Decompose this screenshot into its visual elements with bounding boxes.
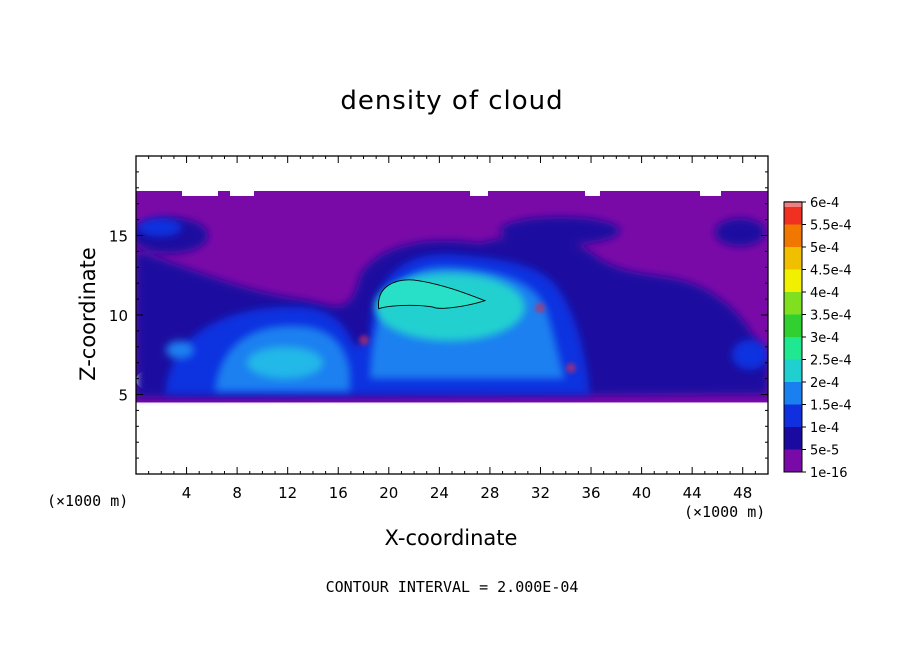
field-top-gap [585, 189, 600, 196]
y-tick-label: 5 [118, 387, 128, 405]
colorbar-label: 1e-4 [810, 421, 839, 436]
x-tick-label: 12 [278, 484, 297, 502]
x-tick-label: 48 [733, 484, 752, 502]
x-tick-label: 32 [531, 484, 550, 502]
chart-title: density of cloud [340, 86, 564, 116]
colorbar-swatch [784, 202, 802, 225]
x-tick-label: 4 [182, 484, 192, 502]
field-top-gap [182, 189, 218, 196]
x-unit-label: (×1000 m) [684, 503, 766, 521]
colorbar-swatch [784, 337, 802, 360]
x-tick-label: 24 [430, 484, 449, 502]
colorbar-label: 1e-16 [810, 466, 848, 481]
colorbar-label: 2.5e-4 [810, 354, 852, 369]
colorbar-swatch [784, 404, 802, 427]
y-unit-label: (×1000 m) [47, 492, 129, 510]
colorbar-label: 1.5e-4 [810, 399, 852, 414]
colorbar-label: 5e-5 [810, 444, 839, 459]
colorbar-swatch [784, 292, 802, 315]
x-tick-label: 40 [632, 484, 651, 502]
colorbar-swatch [784, 382, 802, 405]
x-tick-label: 44 [683, 484, 702, 502]
x-tick-label: 36 [581, 484, 600, 502]
colorbar-swatch [784, 359, 802, 382]
y-tick-label: 10 [109, 307, 128, 325]
max-contour-line [378, 279, 487, 310]
y-axis-label: Z-coordinate [76, 247, 100, 381]
field-top-gap [470, 189, 488, 196]
colorbar-swatch [784, 224, 802, 247]
colorbar-swatch [784, 427, 802, 450]
x-tick-label: 8 [232, 484, 242, 502]
x-axis: 4 8 12 16 20 24 28 32 36 40 44 48 [148, 156, 756, 502]
colorbar-label: 2e-4 [810, 376, 839, 391]
x-tick-label: 20 [379, 484, 398, 502]
colorbar-swatch [784, 247, 802, 270]
y-axis: 5 10 15 [109, 171, 768, 459]
field-swirls [359, 303, 576, 373]
x-axis-label: X-coordinate [384, 526, 518, 550]
colorbar-swatch [784, 201, 802, 207]
colorbar: 1e-16 5e-5 1e-4 1.5e-4 2e-4 2.5e-4 3e-4 3.5e-4 4… [783, 196, 852, 481]
colorbar-label: 6e-4 [810, 196, 839, 211]
colorbar-label: 4e-4 [810, 286, 839, 301]
colorbar-label: 3.5e-4 [810, 309, 852, 324]
colorbar-label: 3e-4 [810, 331, 839, 346]
colorbar-label: 4.5e-4 [810, 264, 852, 279]
colorbar-label: 5.5e-4 [810, 219, 852, 234]
x-tick-label: 16 [329, 484, 348, 502]
y-tick-label: 15 [109, 228, 128, 246]
colorbar-label: 5e-4 [810, 241, 839, 256]
field-top-gap [700, 189, 721, 196]
colorbar-swatch [784, 449, 802, 472]
field-top-gap [230, 189, 254, 196]
contour-interval: CONTOUR INTERVAL = 2.000E-04 [325, 578, 579, 596]
colorbar-swatch [784, 314, 802, 337]
colorbar-swatch [784, 269, 802, 292]
cloud-density-field [136, 189, 768, 403]
x-tick-label: 28 [480, 484, 499, 502]
